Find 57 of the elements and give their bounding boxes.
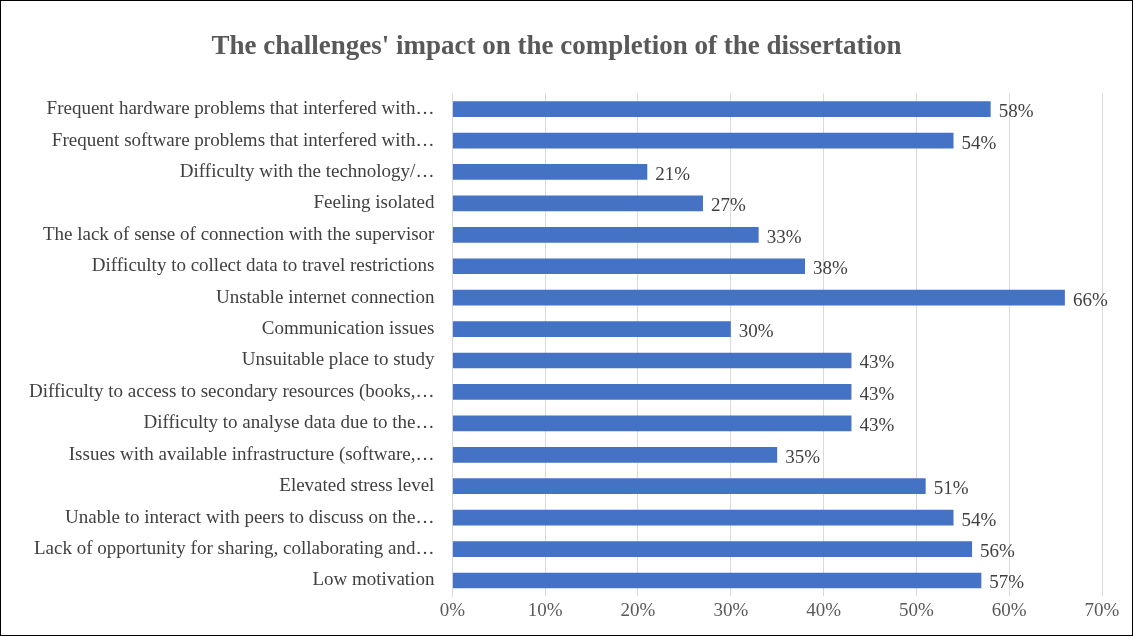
- data-label: 43%: [859, 382, 895, 404]
- y-tick-label: Unable to interact with peers to discuss on the…: [65, 505, 435, 527]
- bar: [452, 101, 991, 117]
- data-label: 21%: [655, 162, 691, 184]
- data-label: 54%: [961, 508, 997, 530]
- y-tick-label: Feeling isolated: [313, 191, 435, 213]
- data-label: 66%: [1072, 288, 1108, 310]
- data-label: 56%: [980, 540, 1016, 562]
- bar: [452, 384, 852, 400]
- y-tick-label: The lack of sense of connection with the supervisor: [42, 222, 436, 244]
- data-label: 43%: [859, 351, 895, 373]
- bar: [452, 509, 954, 526]
- data-label: 30%: [738, 320, 774, 342]
- y-tick-label: Lack of opportunity for sharing, collaborating and…: [33, 537, 435, 559]
- bar: [452, 478, 926, 495]
- x-tick-label: 0%: [439, 598, 466, 620]
- x-tick-label: 50%: [898, 598, 934, 620]
- data-label: 33%: [766, 225, 802, 247]
- bar: [452, 572, 982, 589]
- y-tick-label: Unsuitable place to study: [241, 348, 435, 370]
- data-label: 38%: [813, 257, 849, 279]
- bar: [452, 164, 648, 180]
- x-tick-label: 70%: [1084, 598, 1120, 620]
- bar: [452, 541, 973, 557]
- y-tick-label: Issues with available infrastructure (software,…: [68, 442, 435, 465]
- y-tick-label: Difficulty to access to secondary resources (books,…: [28, 379, 435, 402]
- data-label: 58%: [998, 100, 1034, 122]
- bar: [452, 415, 852, 432]
- data-label: 43%: [859, 414, 895, 436]
- bar: [452, 352, 852, 369]
- bar: [452, 258, 806, 275]
- x-tick-label: 30%: [713, 598, 749, 620]
- data-label: 54%: [961, 131, 997, 153]
- y-tick-label: Frequent software problems that interfered with…: [51, 128, 435, 150]
- x-tick-label: 40%: [806, 598, 842, 620]
- x-tick-label: 60%: [991, 598, 1027, 620]
- bar: [452, 321, 731, 337]
- data-label: 51%: [933, 477, 969, 499]
- y-tick-label: Difficulty to analyse data due to the…: [143, 411, 435, 433]
- y-tick-label: Frequent hardware problems that interfered with…: [46, 97, 435, 119]
- y-tick-label: Low motivation: [312, 568, 435, 590]
- y-tick-label: Communication issues: [261, 317, 435, 339]
- x-tick-label: 10%: [527, 598, 563, 620]
- x-tick-label: 20%: [620, 598, 656, 620]
- bar: [452, 446, 778, 463]
- bar: [452, 226, 759, 243]
- bar: [452, 132, 954, 149]
- data-label: 57%: [989, 571, 1025, 593]
- bar: [452, 289, 1065, 306]
- y-tick-label: Elevated stress level: [279, 474, 435, 496]
- data-label: 27%: [710, 194, 746, 216]
- y-tick-label: Difficulty to collect data to travel restrictions: [91, 254, 435, 276]
- chart-title: The challenges' impact on the completion of the dissertation: [211, 30, 902, 61]
- data-label: 35%: [785, 445, 821, 467]
- bar: [452, 195, 703, 212]
- y-tick-label: Difficulty with the technology/…: [179, 159, 435, 181]
- y-tick-label: Unstable internet connection: [215, 285, 435, 307]
